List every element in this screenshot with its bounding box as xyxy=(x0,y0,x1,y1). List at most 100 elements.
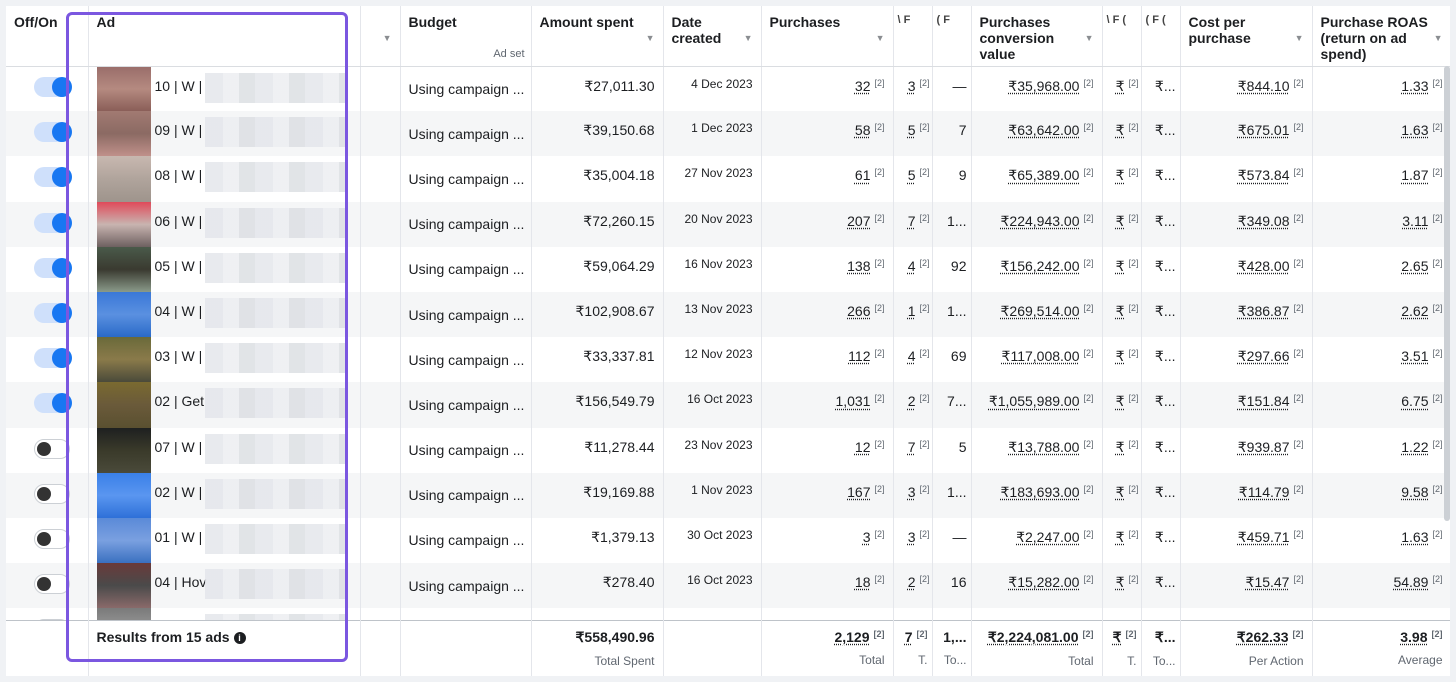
ad-toggle[interactable] xyxy=(34,257,72,278)
n1-value[interactable]: 3 xyxy=(907,483,916,500)
ad-cell[interactable]: 04 | Hov xyxy=(88,563,361,609)
roas-value[interactable]: 6.75 xyxy=(1401,393,1429,410)
purchases-value[interactable]: 167 xyxy=(847,483,871,500)
n3-value[interactable]: ₹ xyxy=(1115,167,1125,184)
roas-value[interactable]: 1.63 xyxy=(1401,122,1429,139)
col-header-purchases[interactable]: Purchases ▼ xyxy=(761,6,894,67)
roas-value[interactable]: 3.51 xyxy=(1401,348,1429,365)
ad-toggle[interactable] xyxy=(34,303,72,324)
purchases-value[interactable]: 12 xyxy=(854,438,871,455)
ad-cell[interactable]: 05 | W | xyxy=(88,246,361,292)
n3-value[interactable]: ₹ xyxy=(1115,77,1125,94)
conv-value[interactable]: ₹13,788.00 xyxy=(1008,438,1080,455)
ad-name[interactable]: 06 | W | xyxy=(154,212,203,229)
roas-value[interactable]: 1.22 xyxy=(1401,438,1429,455)
ad-thumbnail[interactable] xyxy=(96,66,151,112)
n3-value[interactable]: ₹ xyxy=(1115,122,1125,139)
ad-cell[interactable]: 09 | W | xyxy=(88,111,361,157)
n1-value[interactable]: 1 xyxy=(907,302,916,319)
purchases-value[interactable]: 266 xyxy=(847,302,871,319)
purchases-value[interactable]: 207 xyxy=(847,212,871,229)
conv-value[interactable]: ₹2,247.00 xyxy=(1016,528,1080,545)
ad-cell[interactable]: 08 | W | xyxy=(88,156,361,202)
ad-name[interactable]: 09 | W | xyxy=(154,122,203,139)
table-row[interactable]: 03 | W | Using campaign ... ₹33,337.81 12 N… xyxy=(6,337,1450,383)
ad-thumbnail[interactable] xyxy=(96,111,151,157)
col-header-ad[interactable]: Ad xyxy=(88,6,361,67)
ad-thumbnail[interactable] xyxy=(96,246,151,292)
purchases-value[interactable]: 1,031 xyxy=(835,393,871,410)
col-header-amount[interactable]: Amount spent ▼ xyxy=(531,6,664,67)
ad-name[interactable]: 04 | W | xyxy=(154,302,203,319)
n3-value[interactable]: ₹ xyxy=(1115,574,1125,591)
ad-cell[interactable]: 04 | W | xyxy=(88,291,361,338)
table-row[interactable]: 07 | W | Using campaign ... ₹11,278.44 23 N… xyxy=(6,427,1450,473)
n1-value[interactable]: 3 xyxy=(907,77,916,94)
ad-name[interactable]: 02 | Get xyxy=(154,393,205,410)
ad-cell[interactable]: 02 | W | xyxy=(88,472,361,518)
ad-name[interactable]: 03 | W | xyxy=(154,348,203,365)
n3-value[interactable]: ₹ xyxy=(1115,528,1125,545)
sort-icon[interactable]: ▼ xyxy=(1084,33,1094,43)
col-header-budget[interactable]: Budget Ad set xyxy=(400,6,532,67)
table-row[interactable]: 10 | W | Using campaign ... ₹27,011.30 4 De… xyxy=(6,66,1450,112)
conv-value[interactable]: ₹15,282.00 xyxy=(1008,574,1080,591)
conv-value[interactable]: ₹63,642.00 xyxy=(1008,122,1080,139)
col-header-n4[interactable]: ( F ( xyxy=(1141,6,1181,67)
conv-value[interactable]: ₹183,693.00 xyxy=(1000,483,1080,500)
roas-value[interactable]: 2.65 xyxy=(1401,257,1429,274)
roas-value[interactable]: 1.87 xyxy=(1401,167,1429,184)
purchases-value[interactable]: 61 xyxy=(854,167,871,184)
cpp-value[interactable]: ₹428.00 xyxy=(1237,257,1290,274)
ad-cell[interactable]: 02 | Get xyxy=(88,382,361,428)
sort-icon[interactable]: ▼ xyxy=(382,33,392,43)
ad-thumbnail[interactable] xyxy=(96,201,151,247)
cpp-value[interactable]: ₹114.79 xyxy=(1238,483,1290,500)
col-header-blank[interactable]: ▼ xyxy=(360,6,401,67)
purchases-value[interactable]: 32 xyxy=(854,77,871,94)
n1-value[interactable]: 2 xyxy=(907,393,916,410)
vertical-scrollbar[interactable] xyxy=(1444,66,1450,521)
sort-icon[interactable]: ▼ xyxy=(1433,33,1443,43)
cpp-value[interactable]: ₹349.08 xyxy=(1237,212,1290,229)
ad-thumbnail[interactable] xyxy=(96,472,151,518)
table-row[interactable]: 01 | W | Using campaign ... ₹1,379.13 30 Oc… xyxy=(6,517,1450,564)
n1-value[interactable]: 7 xyxy=(907,438,916,455)
conv-value[interactable]: ₹35,968.00 xyxy=(1008,77,1080,94)
ad-name[interactable]: 07 | W | xyxy=(154,438,203,455)
col-header-conv[interactable]: Purchases conversion value ▼ xyxy=(971,6,1103,67)
ad-cell[interactable]: 07 | W | xyxy=(88,427,361,473)
sort-icon[interactable]: ▼ xyxy=(1294,33,1304,43)
ad-name[interactable]: 01 | W | xyxy=(154,528,203,545)
purchases-value[interactable]: 112 xyxy=(848,348,871,365)
col-header-cpp[interactable]: Cost per purchase ▼ xyxy=(1180,6,1313,67)
ad-toggle[interactable] xyxy=(34,122,72,143)
col-header-n3[interactable]: \ F ( xyxy=(1102,6,1142,67)
table-row[interactable]: 04 | Hov Using campaign ... ₹278.40 16 Oct … xyxy=(6,563,1450,609)
n3-value[interactable]: ₹ xyxy=(1115,302,1125,319)
purchases-value[interactable]: 58 xyxy=(854,122,871,139)
conv-value[interactable]: ₹224,943.00 xyxy=(1000,212,1080,229)
roas-value[interactable]: 54.89 xyxy=(1393,574,1429,591)
col-header-n1[interactable]: \ F xyxy=(893,6,933,67)
table-row[interactable]: 04 | W | Using campaign ... ₹102,908.67 13 … xyxy=(6,291,1450,338)
col-header-date[interactable]: Date created ▼ xyxy=(663,6,762,67)
n3-value[interactable]: ₹ xyxy=(1115,393,1125,410)
ad-toggle[interactable] xyxy=(34,212,72,233)
cpp-value[interactable]: ₹939.87 xyxy=(1237,438,1290,455)
ad-toggle[interactable] xyxy=(34,574,70,595)
table-row[interactable]: 02 | Get Using campaign ... ₹156,549.79 16 … xyxy=(6,382,1450,428)
n1-value[interactable]: 3 xyxy=(907,528,916,545)
col-header-n2[interactable]: ( F xyxy=(932,6,972,67)
ad-toggle[interactable] xyxy=(34,438,70,459)
roas-value[interactable]: 9.58 xyxy=(1401,483,1429,500)
n3-value[interactable]: ₹ xyxy=(1115,348,1125,365)
roas-value[interactable]: 2.62 xyxy=(1401,302,1429,319)
purchases-value[interactable]: 18 xyxy=(854,574,871,591)
ad-cell[interactable]: 01 | W | xyxy=(88,517,361,564)
ad-toggle[interactable] xyxy=(34,167,72,188)
ad-name[interactable]: 04 | Hov xyxy=(154,574,207,591)
cpp-value[interactable]: ₹15.47 xyxy=(1245,574,1290,591)
ad-thumbnail[interactable] xyxy=(96,156,151,202)
n1-value[interactable]: 4 xyxy=(907,348,916,365)
